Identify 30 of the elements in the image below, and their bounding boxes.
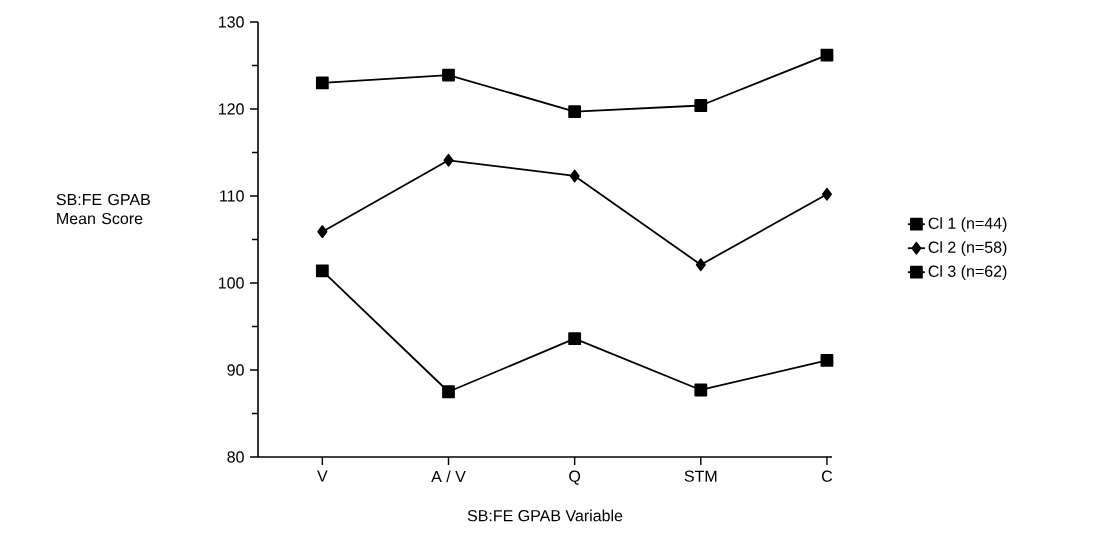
x-tick-label: C [821, 470, 833, 482]
point [695, 258, 706, 272]
x-tick-label: V [317, 470, 328, 482]
point [317, 225, 328, 239]
point [820, 354, 834, 367]
y-tick-label: 80 [227, 451, 244, 463]
point [442, 385, 455, 399]
x-axis-title: SB:FE GPAB Variable [467, 509, 623, 522]
x-tick-label: A / V [431, 470, 466, 483]
point [568, 332, 582, 346]
x-tick-label: STM [684, 470, 717, 482]
legend-label: Cl 2 (n=58) [928, 241, 1007, 257]
point [568, 105, 582, 118]
point [442, 68, 455, 82]
legend-label: Cl 3 (n=62) [928, 265, 1007, 281]
point [315, 264, 329, 278]
point [443, 153, 454, 167]
y-tick-label: 100 [219, 277, 244, 289]
legend-label: Cl 1 (n=44) [928, 217, 1007, 233]
y-tick-label: 110 [220, 190, 244, 202]
y-tick-label: 120 [219, 103, 244, 115]
point [694, 383, 708, 397]
point [315, 76, 329, 90]
point [694, 99, 708, 112]
point [821, 187, 832, 201]
y-axis-title: SB:FE GPAB Mean Score [56, 193, 150, 225]
x-tick-label: Q [569, 470, 581, 485]
y-tick-label: 130 [219, 16, 244, 28]
point [569, 169, 580, 183]
y-tick-label: 90 [227, 364, 244, 376]
